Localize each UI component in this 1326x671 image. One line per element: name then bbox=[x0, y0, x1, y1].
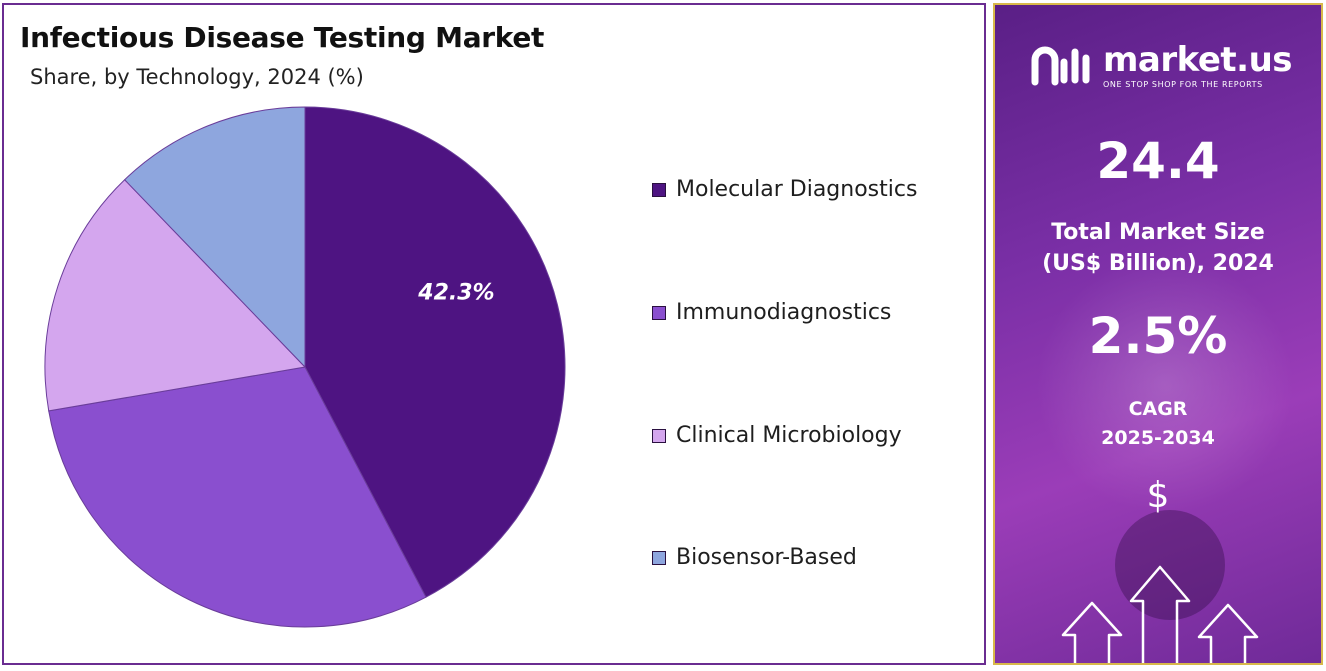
legend-label: Biosensor-Based bbox=[676, 545, 857, 570]
chart-title: Infectious Disease Testing Market bbox=[20, 21, 545, 54]
legend-item-molecular-diagnostics: Molecular Diagnostics bbox=[652, 177, 917, 202]
legend-swatch bbox=[652, 550, 666, 565]
legend-item-immunodiagnostics: Immunodiagnostics bbox=[652, 300, 891, 325]
stats-panel: market.us ONE STOP SHOP FOR THE REPORTS … bbox=[993, 3, 1323, 665]
legend-swatch bbox=[652, 182, 666, 197]
pie-chart: 42.3% bbox=[44, 106, 566, 628]
pie-slice-molecular-diagnostics bbox=[304, 106, 566, 598]
pie-slice-immunodiagnostics bbox=[48, 366, 427, 628]
brand-tagline: ONE STOP SHOP FOR THE REPORTS bbox=[1103, 80, 1263, 89]
legend-item-clinical-microbiology: Clinical Microbiology bbox=[652, 423, 902, 448]
chart-panel: Infectious Disease Testing Market Share,… bbox=[2, 3, 986, 665]
legend-label: Molecular Diagnostics bbox=[676, 177, 918, 202]
cagr-label-line2: 2025-2034 bbox=[1101, 427, 1215, 449]
data-label-molecular-diagnostics: 42.3% bbox=[417, 281, 494, 306]
legend-swatch bbox=[652, 305, 666, 320]
market-size-label-line2: (US$ Billion), 2024 bbox=[1042, 251, 1274, 276]
brand: market.us ONE STOP SHOP FOR THE REPORTS bbox=[1031, 40, 1293, 89]
pie-slice-biosensor-based bbox=[123, 106, 306, 369]
brand-text: market.us ONE STOP SHOP FOR THE REPORTS bbox=[1103, 40, 1293, 89]
legend-item-biosensor-based: Biosensor-Based bbox=[652, 545, 857, 570]
legend-swatch bbox=[652, 428, 666, 443]
background-glow bbox=[1035, 255, 1295, 515]
dollar-icon: $ bbox=[1146, 475, 1170, 516]
growth-arrows-icon bbox=[1061, 565, 1259, 663]
legend-label: Clinical Microbiology bbox=[676, 423, 902, 448]
chart-subtitle: Share, by Technology, 2024 (%) bbox=[30, 65, 364, 89]
market-us-logo-icon bbox=[1031, 46, 1090, 86]
market-size-value: 24.4 bbox=[1096, 132, 1220, 190]
market-size-label-line1: Total Market Size bbox=[1051, 220, 1265, 245]
cagr-label-line1: CAGR bbox=[1128, 398, 1188, 420]
cagr-value: 2.5% bbox=[1088, 307, 1228, 365]
brand-name: market.us bbox=[1103, 40, 1293, 80]
pie-slice-clinical-microbiology bbox=[44, 179, 307, 412]
legend-label: Immunodiagnostics bbox=[676, 300, 892, 325]
